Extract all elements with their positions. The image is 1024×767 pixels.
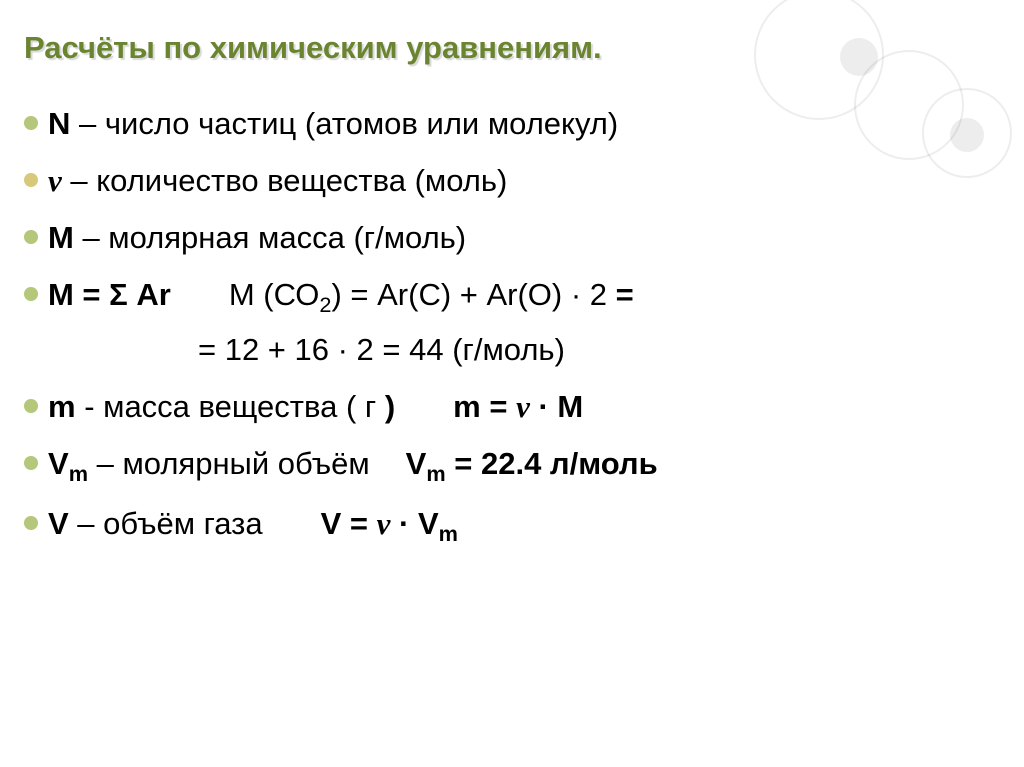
- bullet-icon: [24, 230, 38, 244]
- list-item: М – молярная масса (г/моль): [48, 216, 1000, 261]
- list-item: N – число частиц (атомов или молекул): [48, 102, 1000, 147]
- slide-title: Расчёты по химическим уравнениям.: [24, 30, 1000, 66]
- def-m-molar: – молярная масса (г/моль): [74, 220, 466, 255]
- formula-mass-b: · М: [530, 389, 583, 424]
- formula-v-a: V =: [321, 506, 377, 541]
- formula-co2-a: М (СО: [229, 277, 320, 312]
- bullet-icon: [24, 456, 38, 470]
- def-vm: – молярный объём: [88, 446, 370, 481]
- formula-numeric: = 12 + 16 · 2 = 44 (г/моль): [198, 332, 565, 367]
- bullet-icon: [24, 116, 38, 130]
- symbol-mass: m: [48, 389, 76, 424]
- symbol-vm-a: V: [48, 446, 69, 481]
- formula-v-nu: ν: [377, 506, 391, 541]
- formula-vm-b: = 22.4 л/моль: [446, 446, 658, 481]
- paren-close: ): [385, 389, 395, 424]
- bullet-icon: [24, 516, 38, 530]
- def-mass: - масса вещества ( г: [76, 389, 385, 424]
- list-item: Vm – молярный объём Vm = 22.4 л/моль: [48, 442, 1000, 490]
- def-v: – объём газа: [69, 506, 263, 541]
- bullet-icon: [24, 287, 38, 301]
- symbol-v: V: [48, 506, 69, 541]
- symbol-n: N: [48, 106, 70, 141]
- slide-content: Расчёты по химическим уравнениям. N – чи…: [0, 0, 1024, 550]
- symbol-nu: ν: [48, 163, 62, 198]
- bullet-icon: [24, 173, 38, 187]
- formula-v-b: · V: [390, 506, 438, 541]
- formula-eq: =: [616, 277, 634, 312]
- formula-m-ar: М = Σ Аr: [48, 277, 171, 312]
- list-item: ν – количество вещества (моль): [48, 159, 1000, 204]
- formula-co2-sub: 2: [319, 292, 331, 317]
- list-item: m - масса вещества ( г ) m = ν · М: [48, 385, 1000, 430]
- def-n: – число частиц (атомов или молекул): [70, 106, 618, 141]
- formula-vm-a: V: [406, 446, 427, 481]
- bullet-icon: [24, 399, 38, 413]
- formula-mass-nu: ν: [516, 389, 530, 424]
- formula-v-sub: m: [439, 521, 458, 546]
- formula-co2-b: ) = Аr(С) + Аr(О) · 2: [331, 277, 615, 312]
- formula-mass-a: m =: [453, 389, 516, 424]
- list-item-continuation: = 12 + 16 · 2 = 44 (г/моль): [48, 328, 1000, 373]
- def-nu: – количество вещества (моль): [62, 163, 508, 198]
- symbol-vm-sub: m: [69, 462, 88, 487]
- list-item: М = Σ Аr М (СО2) = Аr(С) + Аr(О) · 2 =: [48, 273, 1000, 321]
- list-item: V – объём газа V = ν · Vm: [48, 502, 1000, 550]
- symbol-m-molar: М: [48, 220, 74, 255]
- bullet-list: N – число частиц (атомов или молекул) ν …: [24, 102, 1000, 550]
- formula-vm-sub: m: [426, 462, 445, 487]
